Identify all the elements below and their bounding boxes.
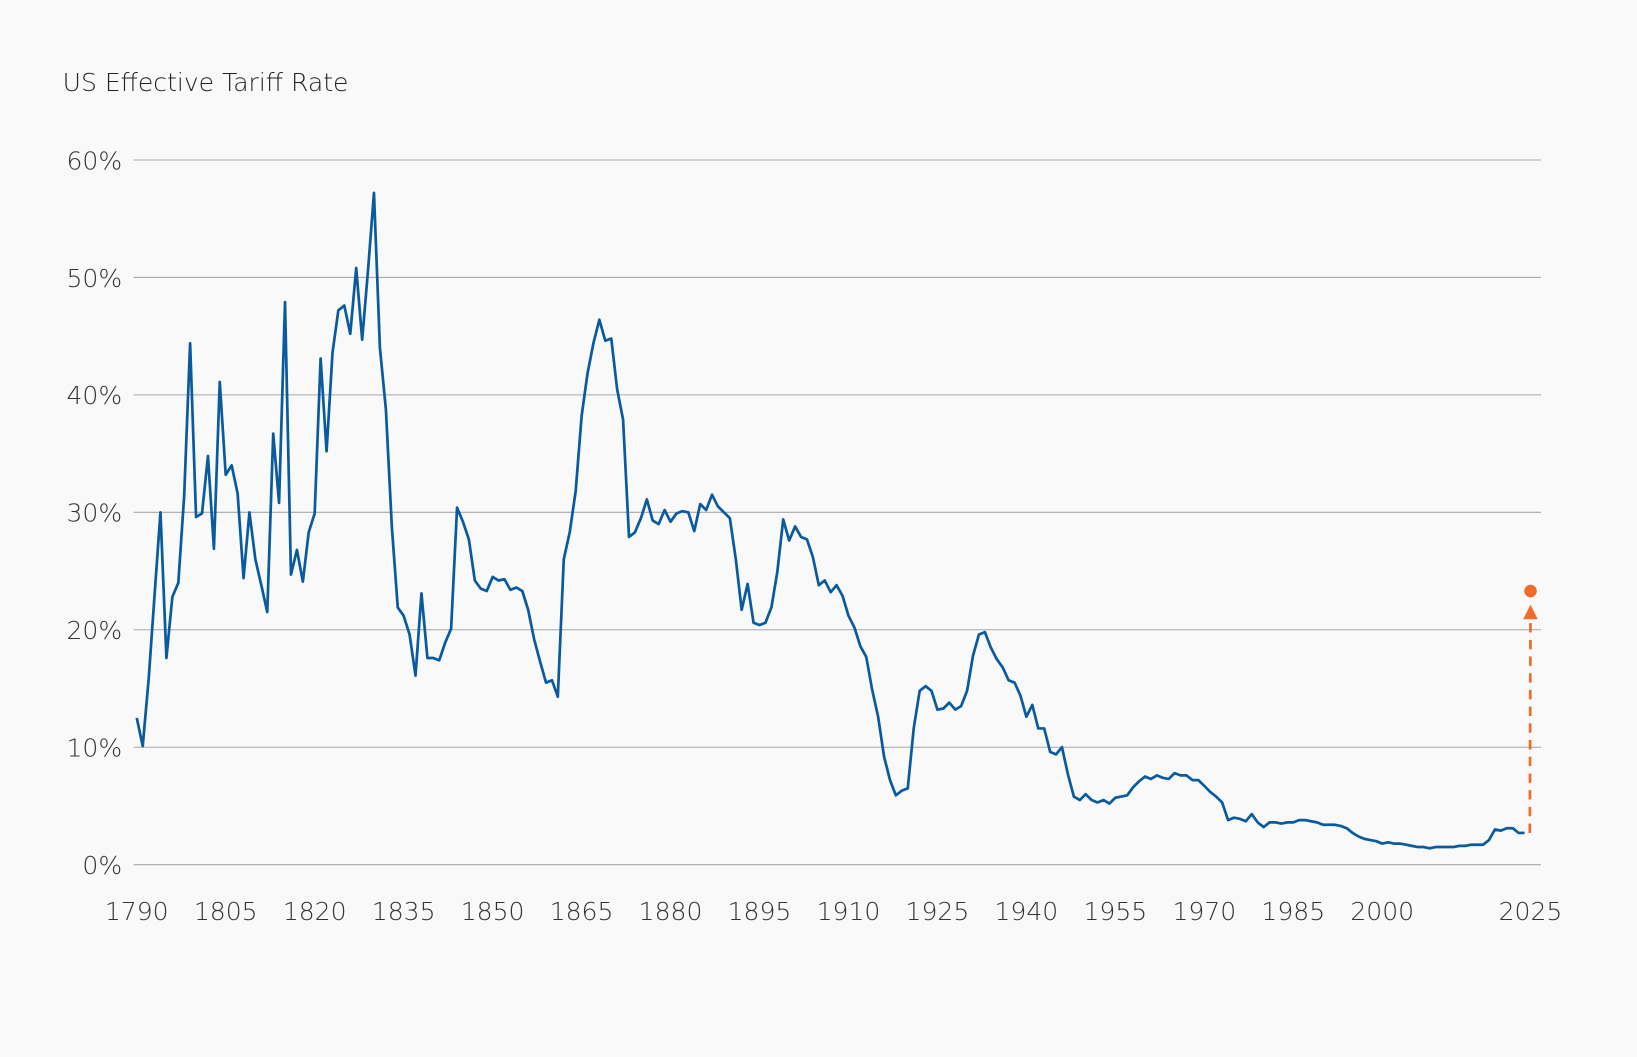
y-tick-label: 50% [66,264,122,293]
y-tick-label: 40% [66,381,122,410]
x-tick-label: 1910 [817,897,881,926]
y-tick-label: 20% [66,616,122,645]
x-tick-label: 1985 [1261,897,1325,926]
y-tick-label: 10% [66,734,122,763]
x-tick-label: 1925 [906,897,970,926]
x-tick-label: 1850 [461,897,525,926]
y-tick-label: 60% [66,146,122,175]
x-tick-label: 1790 [105,897,169,926]
x-tick-label: 2025 [1499,897,1563,926]
x-tick-label: 1805 [194,897,258,926]
x-tick-label: 1895 [728,897,792,926]
chart-title: US Effective Tariff Rate [63,68,349,97]
x-axis-tick-labels: 1790 1805 1820 1835 1850 1865 1880 1895 1910 1925… [105,897,1562,926]
gridlines [133,159,1541,866]
projection-arrowhead-icon [1523,604,1538,620]
x-tick-label: 1970 [1172,897,1236,926]
x-tick-label: 1955 [1083,897,1147,926]
x-tick-label: 1835 [372,897,436,926]
x-tick-label: 1880 [639,897,703,926]
projection-dashed-line [1528,618,1532,833]
x-tick-label: 1940 [995,897,1059,926]
x-tick-label: 2000 [1350,897,1414,926]
series-group [135,191,1538,850]
y-tick-label: 0% [82,851,122,880]
x-tick-label: 1820 [283,897,347,926]
x-tick-label: 1865 [550,897,614,926]
y-axis-tick-labels: 0% 10% 20% 30% 40% 50% 60% [66,146,122,880]
tariff-rate-line [135,191,1525,850]
projection-point [1524,584,1537,598]
y-tick-label: 30% [66,499,122,528]
